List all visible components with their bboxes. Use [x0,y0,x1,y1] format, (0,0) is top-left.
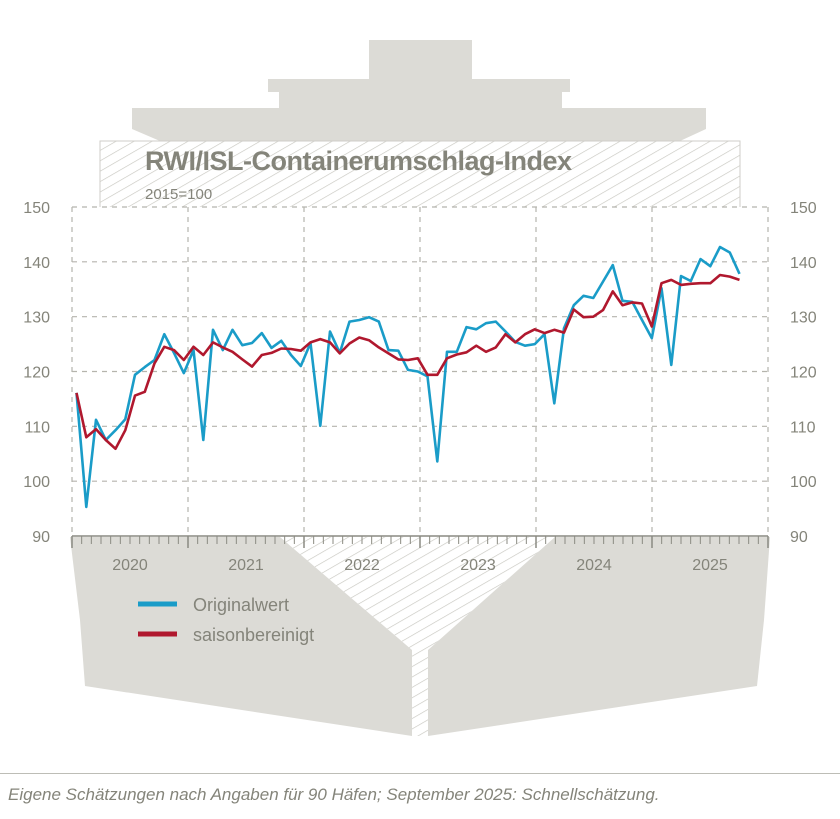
y-tick-label: 140 [790,255,817,272]
y-tick-label: 100 [23,474,50,491]
y-tick-label: 130 [23,310,50,327]
y-tick-label: 130 [790,310,817,327]
footnote: Eigene Schätzungen nach Angaben für 90 H… [8,785,660,804]
series-line-saisonbereinigt [75,273,740,451]
y-axis-right: 90 100 110 120 130 140 150 [790,200,817,546]
ship-decoration [70,40,770,736]
chart-title: RWI/ISL-Containerumschlag-Index [145,146,572,176]
y-tick-label: 110 [24,419,50,436]
y-tick-label: 140 [23,255,50,272]
x-tick-label: 2021 [228,557,264,574]
x-tick-label: 2020 [112,557,148,574]
footnote-divider [0,773,840,774]
y-tick-label: 150 [23,200,50,217]
x-tick-label: 2024 [576,557,612,574]
x-tick-label: 2022 [344,557,380,574]
x-axis: 2020 2021 2022 2023 2024 2025 [71,535,769,574]
y-axis-left: 90 100 110 120 130 140 150 [23,200,50,546]
y-tick-label: 100 [790,474,817,491]
legend-label-originalwert: Originalwert [193,595,289,615]
legend: Originalwert saisonbereinigt [138,595,314,645]
x-tick-label: 2023 [460,557,496,574]
x-tick-label: 2025 [692,557,728,574]
legend-label-saisonbereinigt: saisonbereinigt [193,625,314,645]
grid [71,206,769,536]
y-tick-label: 90 [32,529,50,546]
series-line-originalwert [75,245,741,509]
y-tick-label: 90 [790,529,808,546]
y-tick-label: 150 [790,200,817,217]
chart-subtitle: 2015=100 [145,186,212,203]
series-lines [75,245,741,509]
y-tick-label: 110 [790,419,816,436]
y-tick-label: 120 [790,365,817,382]
y-tick-label: 120 [23,365,50,382]
